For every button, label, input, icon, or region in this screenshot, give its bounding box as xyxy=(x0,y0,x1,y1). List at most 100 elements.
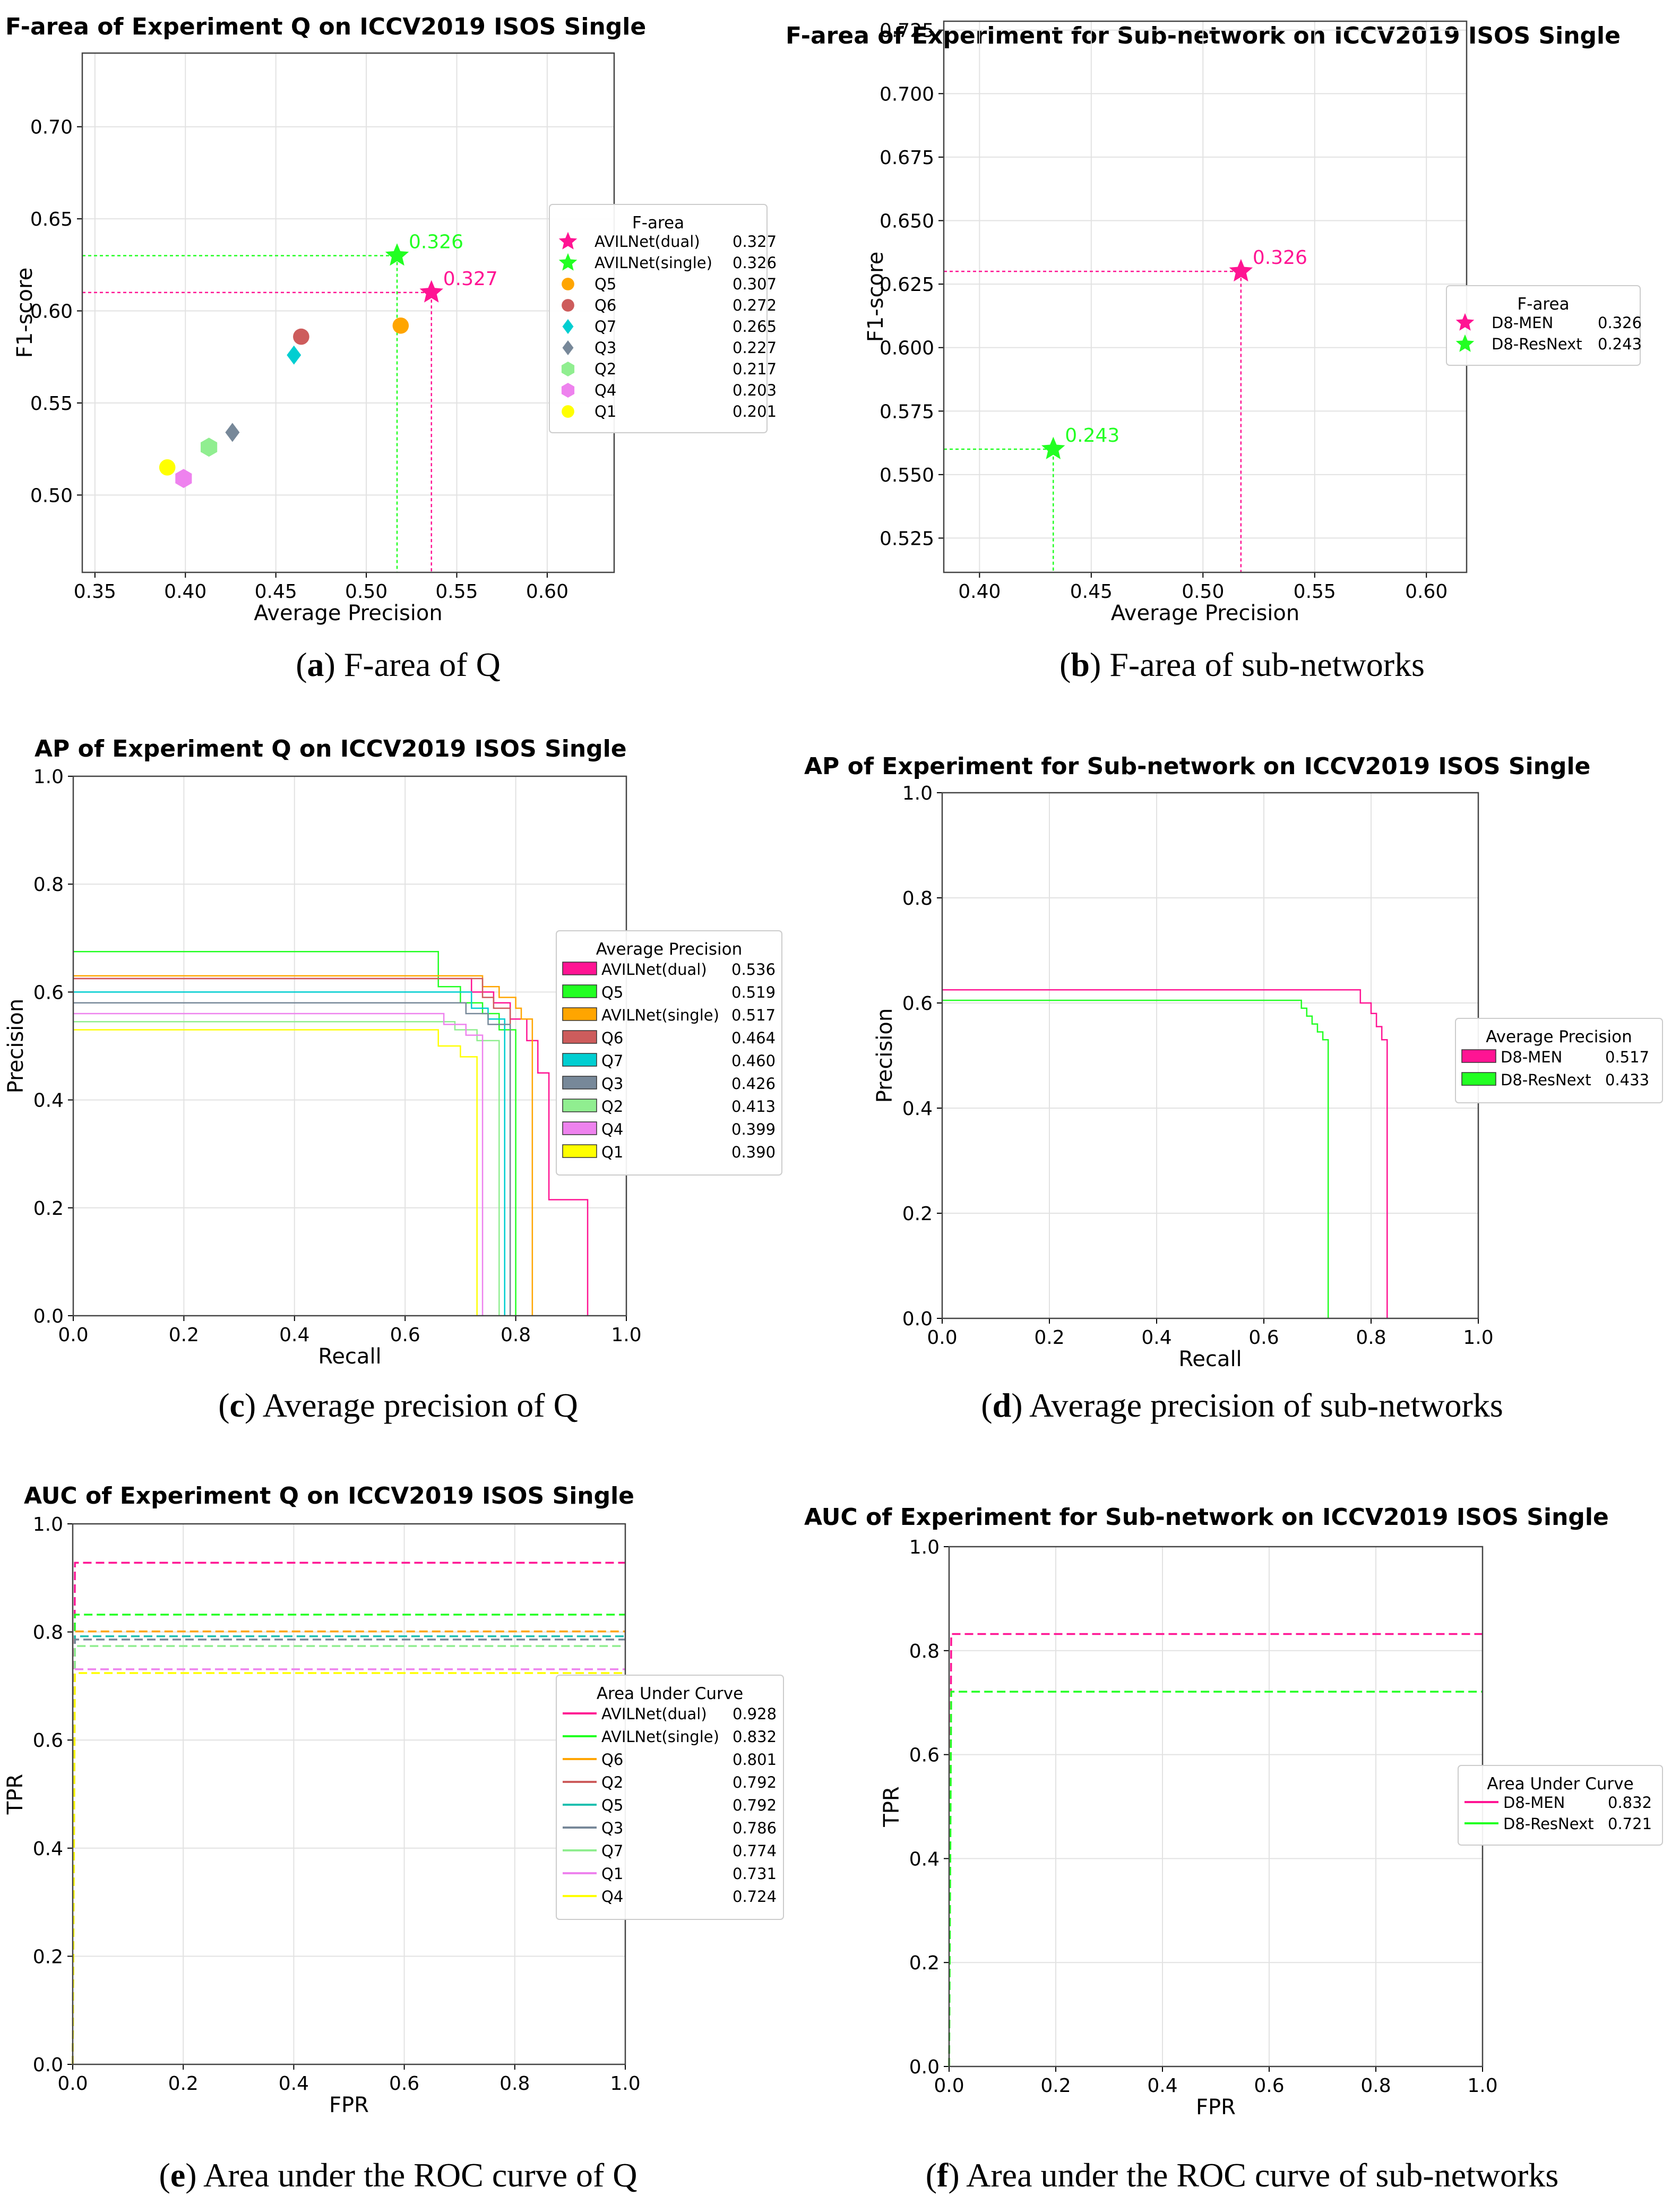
legend-item-q1-label: Q1 xyxy=(601,1143,623,1161)
y-axis-label: TPR xyxy=(880,1786,904,1827)
x-tick-label: 0.8 xyxy=(501,1324,531,1346)
point-annotation: 0.243 xyxy=(1065,425,1119,447)
x-tick-label: 0.50 xyxy=(1182,581,1224,603)
legend-item-q2-label: Q2 xyxy=(601,1773,623,1791)
roc-line-q5 xyxy=(72,1635,625,2065)
legend-item-q6-value: 0.272 xyxy=(733,296,777,314)
x-tick-label: 0.6 xyxy=(1248,1327,1279,1349)
x-tick-label: 0.4 xyxy=(279,1324,309,1346)
legend-item-q6-marker xyxy=(562,299,574,312)
plot-frame xyxy=(941,792,1479,1319)
y-tick-label: 0.4 xyxy=(909,1848,940,1870)
legend-item-q5-label: Q5 xyxy=(601,983,623,1001)
legend-item-d8-resnext-label: D8-ResNext xyxy=(1492,335,1582,353)
legend-item-d8-men-label: D8-MEN xyxy=(1501,1048,1562,1066)
legend-item-avilnet-dual--label: AVILNet(dual) xyxy=(601,1705,707,1723)
legend-item-q5-label: Q5 xyxy=(595,275,616,293)
caption-b: (b) F-area of sub-networks xyxy=(1059,646,1425,683)
y-tick-label: 0.8 xyxy=(33,874,64,896)
chart-title: AP of Experiment Q on ICCV2019 ISOS Sing… xyxy=(35,735,627,762)
legend-item-q4-value: 0.399 xyxy=(731,1120,776,1138)
pr-curve-q3 xyxy=(73,1002,511,1316)
pr-curve-avilnet-single- xyxy=(73,975,533,1316)
legend-item-q2-marker xyxy=(561,362,575,376)
y-tick-label: 0.8 xyxy=(33,1622,63,1644)
x-tick-label: 1.0 xyxy=(610,2073,640,2095)
legend-box xyxy=(1455,1018,1663,1103)
chart-title: AUC of Experiment Q on ICCV2019 ISOS Sin… xyxy=(24,1482,634,1510)
legend-item-q1-label: Q1 xyxy=(601,1865,623,1883)
legend-item-q2-value: 0.413 xyxy=(731,1097,776,1116)
legend-item-q1-swatch xyxy=(562,1144,597,1158)
roc-line-d8-men xyxy=(948,1633,1483,2067)
legend-item-q6-swatch xyxy=(562,1030,597,1044)
legend-item-d8-resnext-label: D8-ResNext xyxy=(1503,1815,1594,1833)
x-tick-label: 0.40 xyxy=(958,581,1001,603)
y-tick-label: 0.6 xyxy=(902,993,933,1015)
y-tick-label: 0.700 xyxy=(880,83,934,105)
x-tick-label: 0.4 xyxy=(279,2073,309,2095)
roc-line-q2 xyxy=(72,1635,625,2065)
x-axis-label: Recall xyxy=(318,1344,381,1369)
legend-box xyxy=(1458,1765,1663,1846)
legend-title: Area Under Curve xyxy=(1487,1774,1633,1794)
legend-box xyxy=(549,204,768,433)
legend-item-q2-swatch xyxy=(562,1099,597,1112)
point-annotation: 0.326 xyxy=(1253,247,1307,269)
y-tick-label: 0.600 xyxy=(880,338,934,359)
legend-item-avilnet-dual--marker xyxy=(558,231,578,250)
legend-item-q1-marker xyxy=(562,405,574,418)
x-tick-label: 0.0 xyxy=(57,2073,88,2095)
legend-item-q5-marker xyxy=(562,278,574,290)
legend-item-q6-label: Q6 xyxy=(601,1751,623,1769)
legend-box xyxy=(556,1675,784,1920)
data-point-q7 xyxy=(287,345,301,365)
legend-item-q5-label: Q5 xyxy=(601,1796,623,1814)
pr-curve-d8-men xyxy=(942,989,1388,1318)
legend-item-d8-men-value: 0.832 xyxy=(1608,1794,1652,1812)
y-tick-label: 0.0 xyxy=(902,1308,933,1330)
y-tick-label: 0.2 xyxy=(902,1203,933,1225)
legend-item-q3-label: Q3 xyxy=(601,1819,623,1837)
legend-item-q7-label: Q7 xyxy=(601,1052,623,1070)
legend-item-q4-label: Q4 xyxy=(595,381,616,399)
legend-item-q7-label: Q7 xyxy=(601,1842,623,1860)
point-annotation: 0.327 xyxy=(443,268,498,290)
guide-line xyxy=(82,291,433,572)
x-tick-label: 0.50 xyxy=(345,581,387,603)
roc-line-avilnet-dual- xyxy=(72,1562,625,2065)
y-tick-label: 1.0 xyxy=(33,766,64,788)
chart-e: AUC of Experiment Q on ICCV2019 ISOS Sin… xyxy=(3,1482,784,2117)
x-tick-label: 0.55 xyxy=(435,581,478,603)
y-tick-label: 0.575 xyxy=(880,401,934,423)
legend-title: Average Precision xyxy=(596,940,742,959)
legend-item-q3-value: 0.227 xyxy=(733,339,777,357)
x-tick-label: 0.4 xyxy=(1141,1327,1171,1349)
data-point-avilnet-single- xyxy=(385,243,409,266)
chart-title: AP of Experiment for Sub-network on ICCV… xyxy=(804,753,1590,780)
legend-item-d8-men-value: 0.326 xyxy=(1598,314,1642,332)
legend-item-avilnet-dual--label: AVILNet(dual) xyxy=(601,961,707,979)
legend-item-q3-marker xyxy=(562,340,574,355)
y-axis-label: F1-score xyxy=(13,268,37,358)
legend-title: F-area xyxy=(632,213,684,233)
x-tick-label: 0.8 xyxy=(1356,1327,1386,1349)
pr-curve-q6 xyxy=(73,977,511,1316)
x-axis-label: Average Precision xyxy=(1111,601,1299,625)
legend-item-q7-marker xyxy=(562,319,574,334)
chart-d: AP of Experiment for Sub-network on ICCV… xyxy=(804,753,1663,1371)
y-tick-label: 0.60 xyxy=(30,301,73,323)
legend-item-q4-label: Q4 xyxy=(601,1120,623,1138)
y-tick-label: 0.0 xyxy=(909,2056,940,2078)
y-tick-label: 0.6 xyxy=(33,982,64,1004)
plot-frame xyxy=(72,775,627,1317)
legend-item-q5-value: 0.519 xyxy=(731,983,776,1001)
y-tick-label: 0.50 xyxy=(30,485,73,507)
x-tick-label: 0.4 xyxy=(1147,2075,1177,2097)
roc-line-avilnet-single- xyxy=(72,1614,625,2065)
legend-box xyxy=(556,930,782,1176)
data-point-q1 xyxy=(159,459,176,476)
legend-item-q6-value: 0.801 xyxy=(733,1751,777,1769)
legend-item-avilnet-single--label: AVILNet(single) xyxy=(601,1728,719,1746)
legend-item-d8-men-label: D8-MEN xyxy=(1503,1794,1565,1812)
